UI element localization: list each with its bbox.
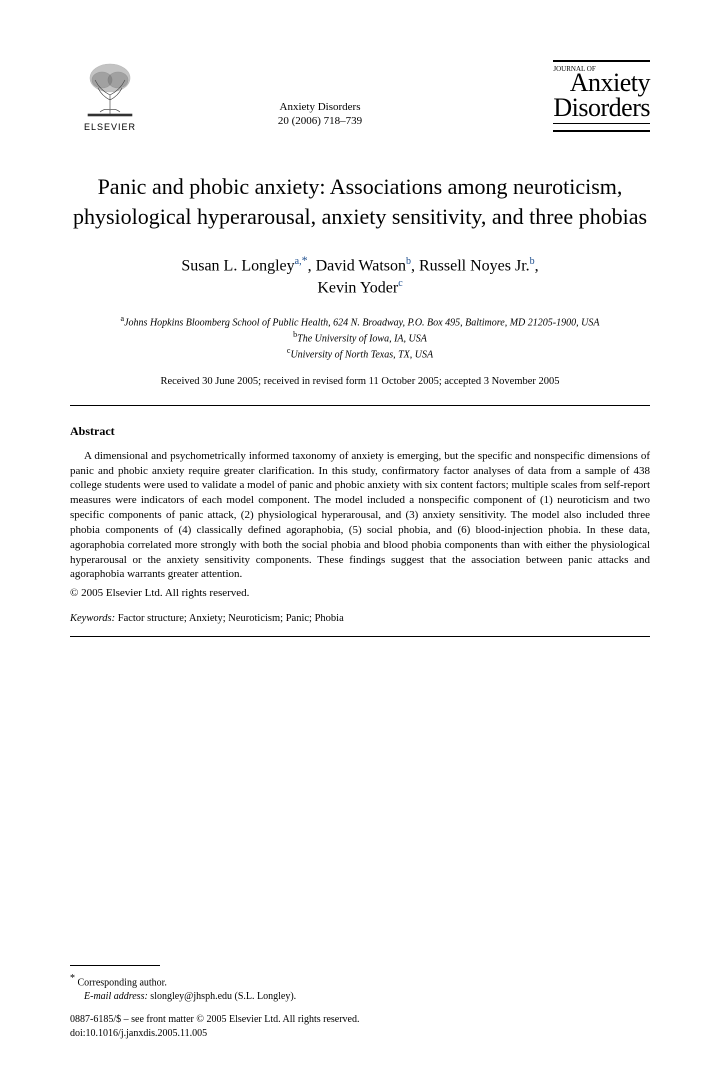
corr-label: Corresponding author. — [75, 977, 167, 988]
doi-line: doi:10.1016/j.janxdis.2005.11.005 — [70, 1027, 650, 1041]
author-list: Susan L. Longleya,*, David Watsonb, Russ… — [70, 252, 650, 300]
journal-logo-line2: Disorders — [553, 96, 650, 121]
journal-reference: Anxiety Disorders 20 (2006) 718–739 — [150, 100, 490, 133]
journal-logo-line1: Anxiety — [553, 71, 650, 96]
issn-line: 0887-6185/$ – see front matter © 2005 El… — [70, 1013, 650, 1027]
author-4: Kevin Yoder — [317, 280, 398, 297]
author-2-affil: b — [406, 256, 411, 267]
corresponding-author-note: * Corresponding author. — [70, 972, 650, 990]
keywords-label: Keywords: — [70, 613, 115, 624]
abstract-heading: Abstract — [70, 424, 650, 439]
author-4-affil: c — [398, 278, 402, 289]
corresponding-email: E-mail address: slongley@jhsph.edu (S.L.… — [70, 990, 650, 1004]
journal-ref-name: Anxiety Disorders — [150, 100, 490, 114]
divider-top — [70, 405, 650, 406]
header-row: ELSEVIER Anxiety Disorders 20 (2006) 718… — [70, 60, 650, 132]
publisher-block: ELSEVIER — [70, 60, 150, 132]
author-1-corr: * — [302, 253, 308, 267]
abstract-body: A dimensional and psychometrically infor… — [70, 449, 650, 583]
footnote-rule — [70, 965, 160, 966]
footer: * Corresponding author. E-mail address: … — [70, 965, 650, 1040]
affil-c: University of North Texas, TX, USA — [290, 349, 433, 360]
email-value: slongley@jhsph.edu (S.L. Longley). — [148, 991, 296, 1002]
author-2: David Watson — [316, 257, 406, 274]
affiliations: aJohns Hopkins Bloomberg School of Publi… — [70, 314, 650, 361]
affil-b: The University of Iowa, IA, USA — [297, 333, 427, 344]
keywords: Keywords: Factor structure; Anxiety; Neu… — [70, 613, 650, 624]
abstract-copyright: © 2005 Elsevier Ltd. All rights reserved… — [70, 586, 650, 601]
article-title: Panic and phobic anxiety: Associations a… — [70, 172, 650, 231]
author-3: Russell Noyes Jr. — [419, 257, 530, 274]
publisher-label: ELSEVIER — [84, 122, 136, 132]
journal-logo: JOURNAL OF Anxiety Disorders — [490, 60, 650, 132]
author-3-affil: b — [530, 256, 535, 267]
journal-ref-pages: 20 (2006) 718–739 — [150, 114, 490, 128]
affil-a: Johns Hopkins Bloomberg School of Public… — [124, 318, 599, 329]
email-label: E-mail address: — [84, 991, 148, 1002]
elsevier-tree-icon — [80, 60, 140, 120]
keywords-text: Factor structure; Anxiety; Neuroticism; … — [115, 613, 344, 624]
author-1: Susan L. Longley — [181, 257, 294, 274]
divider-bottom — [70, 636, 650, 637]
article-dates: Received 30 June 2005; received in revis… — [70, 376, 650, 387]
author-1-affil: a, — [295, 256, 302, 267]
